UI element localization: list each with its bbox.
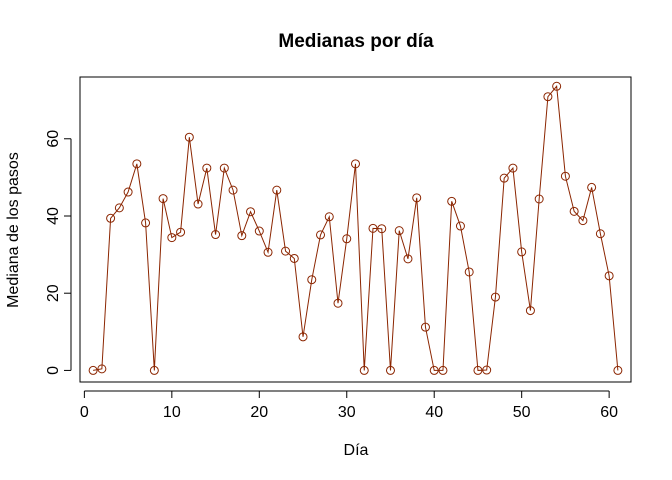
x-tick-label: 0	[80, 404, 89, 421]
data-point	[587, 182, 597, 192]
data-point	[525, 306, 535, 316]
data-point	[193, 199, 203, 209]
data-point	[202, 163, 212, 173]
plot-area-box	[79, 76, 632, 383]
data-point	[552, 81, 562, 91]
data-point	[429, 365, 439, 375]
data-point	[307, 275, 317, 285]
data-point	[464, 267, 474, 277]
data-point	[272, 185, 282, 195]
data-point	[324, 212, 334, 222]
data-point	[281, 246, 291, 256]
data-point	[298, 332, 308, 342]
data-point	[237, 231, 247, 241]
data-point	[123, 187, 133, 197]
x-tick-label: 10	[163, 404, 181, 421]
data-point	[394, 226, 404, 236]
data-point	[333, 298, 343, 308]
data-point	[167, 233, 177, 243]
data-point	[412, 193, 422, 203]
y-tick-label: 40	[45, 207, 62, 225]
x-tick-label: 50	[513, 404, 531, 421]
data-point	[420, 322, 430, 332]
data-point	[219, 163, 229, 173]
data-series	[88, 81, 623, 375]
data-point	[342, 234, 352, 244]
x-axis: 0 10 20 30 40 50 60	[80, 390, 618, 421]
x-axis-label: Día	[344, 442, 369, 459]
data-point	[447, 196, 457, 206]
y-axis: 0 20 40 60	[45, 130, 72, 375]
data-point	[263, 247, 273, 257]
series-line	[93, 85, 619, 371]
data-point	[141, 218, 151, 228]
data-point	[385, 365, 395, 375]
data-point	[228, 185, 238, 195]
x-tick-label: 60	[600, 404, 618, 421]
data-point	[490, 292, 500, 302]
data-point	[560, 171, 570, 181]
data-point	[455, 221, 465, 231]
data-point	[578, 216, 588, 226]
x-tick-label: 20	[250, 404, 268, 421]
y-tick-label: 0	[45, 366, 62, 375]
data-point	[613, 365, 623, 375]
data-point	[517, 247, 527, 257]
y-axis-label: Mediana de los pasos	[5, 152, 22, 308]
data-point	[114, 203, 124, 213]
y-tick-label: 60	[45, 130, 62, 148]
data-point	[482, 365, 492, 375]
data-point	[534, 194, 544, 204]
data-point	[499, 173, 509, 183]
data-point	[351, 159, 360, 169]
data-point	[438, 365, 448, 375]
data-point	[132, 159, 142, 169]
x-tick-label: 40	[425, 404, 443, 421]
data-point	[604, 271, 614, 281]
y-tick-label: 20	[45, 284, 62, 302]
data-point	[359, 365, 369, 375]
chart-title: Medianas por día	[278, 31, 434, 52]
data-point	[543, 92, 553, 102]
data-point	[246, 207, 256, 217]
data-point	[473, 365, 483, 375]
data-point	[377, 224, 387, 234]
x-tick-label: 30	[338, 404, 356, 421]
data-point	[569, 206, 579, 216]
data-point	[88, 365, 98, 375]
data-point	[97, 364, 107, 374]
data-point	[158, 194, 168, 204]
data-point	[403, 254, 413, 264]
data-point	[176, 227, 186, 237]
data-point	[149, 365, 159, 375]
data-point	[106, 213, 116, 223]
data-point	[316, 230, 326, 240]
data-point	[211, 230, 221, 240]
data-point	[254, 226, 264, 236]
data-point	[368, 223, 378, 233]
data-point	[508, 163, 518, 173]
data-point	[289, 253, 299, 263]
data-point	[595, 229, 605, 239]
data-point	[184, 132, 194, 142]
